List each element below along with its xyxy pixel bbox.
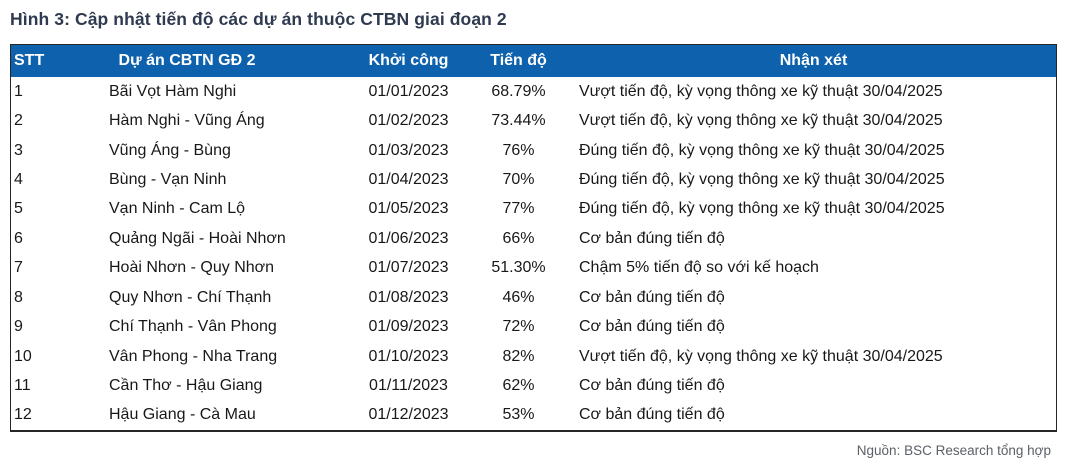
project-progress-table: STT Dự án CBTN GĐ 2 Khởi công Tiến độ Nh… <box>10 44 1057 432</box>
cell-stt: 8 <box>14 288 23 306</box>
cell-project: Hàm Nghi - Vũng Áng <box>109 112 265 130</box>
column-header-project: Dự án CBTN GĐ 2 <box>118 52 256 69</box>
cell-progress: 62% <box>502 376 535 394</box>
cell-progress: 76% <box>502 141 535 159</box>
cell-project: Vân Phong - Nha Trang <box>109 347 278 365</box>
cell-project: Vạn Ninh - Cam Lộ <box>109 200 246 218</box>
table-body: 1 Bãi Vọt Hàm Nghi 01/01/2023 68.79% Vượ… <box>11 77 1056 430</box>
cell-stt: 11 <box>14 376 31 394</box>
cell-start: 01/01/2023 <box>368 82 449 100</box>
cell-start: 01/04/2023 <box>368 170 449 188</box>
cell-progress: 82% <box>502 347 535 365</box>
table-header-row: STT Dự án CBTN GĐ 2 Khởi công Tiến độ Nh… <box>11 45 1056 77</box>
cell-note: Cơ bản đúng tiến độ <box>579 406 725 424</box>
column-header-progress: Tiến độ <box>490 52 547 69</box>
cell-stt: 5 <box>14 200 23 218</box>
cell-start: 01/08/2023 <box>368 288 449 306</box>
cell-stt: 10 <box>14 347 32 365</box>
table-row: 3 Vũng Áng - Bùng 01/03/2023 76% Đúng ti… <box>11 136 1056 165</box>
figure-title: Hình 3: Cập nhật tiến độ các dự án thuộc… <box>10 9 507 29</box>
cell-stt: 12 <box>14 406 32 424</box>
cell-stt: 9 <box>14 318 23 336</box>
cell-start: 01/06/2023 <box>368 229 449 247</box>
cell-progress: 70% <box>502 170 535 188</box>
cell-project: Quảng Ngãi - Hoài Nhơn <box>109 229 286 247</box>
cell-start: 01/03/2023 <box>368 141 449 159</box>
cell-progress: 77% <box>502 200 535 218</box>
cell-start: 01/11/2023 <box>369 376 448 394</box>
cell-progress: 46% <box>502 288 535 306</box>
column-header-note: Nhận xét <box>779 52 848 69</box>
cell-project: Quy Nhơn - Chí Thạnh <box>109 288 272 306</box>
cell-note: Chậm 5% tiến độ so với kế hoạch <box>579 259 819 277</box>
cell-project: Bùng - Vạn Ninh <box>109 170 227 188</box>
cell-start: 01/02/2023 <box>368 112 449 130</box>
cell-note: Vượt tiến độ, kỳ vọng thông xe kỹ thuật … <box>579 82 943 100</box>
cell-project: Bãi Vọt Hàm Nghi <box>109 82 237 100</box>
table-row: 1 Bãi Vọt Hàm Nghi 01/01/2023 68.79% Vượ… <box>11 77 1056 106</box>
cell-note: Cơ bản đúng tiến độ <box>579 229 725 247</box>
table-row: 5 Vạn Ninh - Cam Lộ 01/05/2023 77% Đúng … <box>11 195 1056 224</box>
cell-note: Đúng tiến độ, kỳ vọng thông xe kỹ thuật … <box>579 200 945 218</box>
cell-note: Đúng tiến độ, kỳ vọng thông xe kỹ thuật … <box>579 141 945 159</box>
source-attribution: Nguồn: BSC Research tổng hợp <box>856 443 1051 458</box>
cell-project: Vũng Áng - Bùng <box>109 141 231 159</box>
cell-progress: 73.44% <box>491 112 546 130</box>
cell-project: Chí Thạnh - Vân Phong <box>109 318 277 336</box>
table-row: 2 Hàm Nghi - Vũng Áng 01/02/2023 73.44% … <box>11 106 1056 135</box>
cell-stt: 4 <box>14 170 23 188</box>
cell-project: Cần Thơ - Hậu Giang <box>109 376 263 394</box>
cell-note: Vượt tiến độ, kỳ vọng thông xe kỹ thuật … <box>579 112 943 130</box>
cell-stt: 7 <box>14 259 23 277</box>
table-row: 10 Vân Phong - Nha Trang 01/10/2023 82% … <box>11 342 1056 371</box>
cell-stt: 6 <box>14 229 23 247</box>
cell-note: Đúng tiến độ, kỳ vọng thông xe kỹ thuật … <box>579 170 945 188</box>
cell-project: Hoài Nhơn - Quy Nhơn <box>109 259 275 277</box>
column-header-stt: STT <box>14 52 45 69</box>
column-header-start: Khởi công <box>368 52 449 69</box>
cell-start: 01/07/2023 <box>368 259 449 277</box>
cell-start: 01/12/2023 <box>368 406 449 424</box>
cell-stt: 2 <box>14 112 23 130</box>
cell-note: Cơ bản đúng tiến độ <box>579 288 725 306</box>
cell-progress: 66% <box>502 229 535 247</box>
table-row: 6 Quảng Ngãi - Hoài Nhơn 01/06/2023 66% … <box>11 224 1056 253</box>
cell-start: 01/09/2023 <box>368 318 449 336</box>
cell-project: Hậu Giang - Cà Mau <box>109 406 256 424</box>
cell-progress: 72% <box>502 318 535 336</box>
table-row: 8 Quy Nhơn - Chí Thạnh 01/08/2023 46% Cơ… <box>11 283 1056 312</box>
table-row: 7 Hoài Nhơn - Quy Nhơn 01/07/2023 51.30%… <box>11 254 1056 283</box>
cell-note: Cơ bản đúng tiến độ <box>579 376 725 394</box>
cell-note: Vượt tiến độ, kỳ vọng thông xe kỹ thuật … <box>579 347 943 365</box>
table-row: 11 Cần Thơ - Hậu Giang 01/11/2023 62% Cơ… <box>11 371 1056 400</box>
cell-progress: 53% <box>502 406 535 424</box>
cell-progress: 51.30% <box>491 259 546 277</box>
cell-stt: 1 <box>14 82 23 100</box>
cell-note: Cơ bản đúng tiến độ <box>579 318 725 336</box>
table-row: 9 Chí Thạnh - Vân Phong 01/09/2023 72% C… <box>11 312 1056 341</box>
cell-start: 01/10/2023 <box>368 347 449 365</box>
table-row: 4 Bùng - Vạn Ninh 01/04/2023 70% Đúng ti… <box>11 165 1056 194</box>
cell-progress: 68.79% <box>491 82 546 100</box>
cell-start: 01/05/2023 <box>368 200 449 218</box>
table-row: 12 Hậu Giang - Cà Mau 01/12/2023 53% Cơ … <box>11 401 1056 430</box>
cell-stt: 3 <box>14 141 23 159</box>
